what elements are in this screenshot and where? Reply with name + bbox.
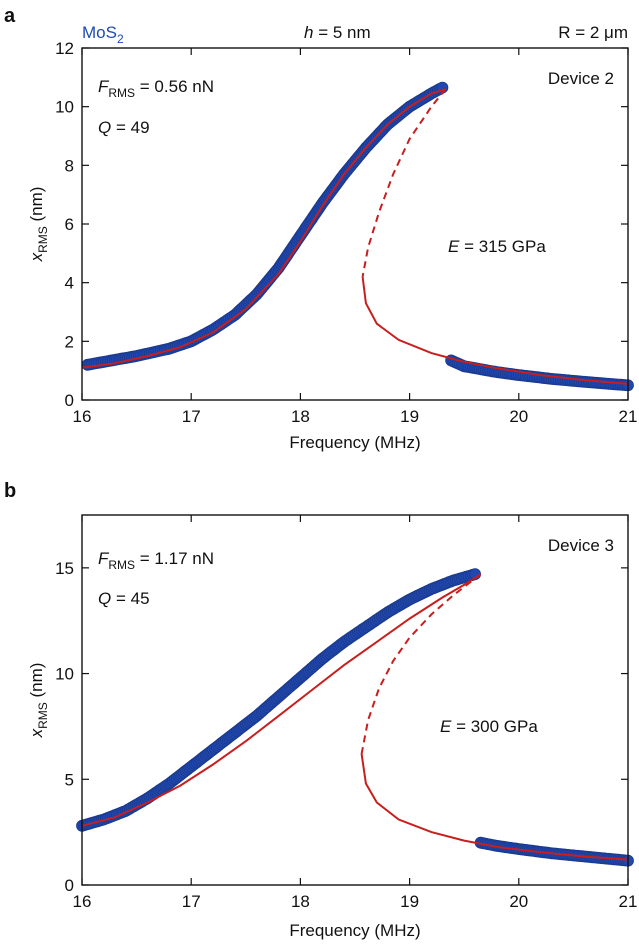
y-tick-label: 12 — [55, 39, 74, 58]
x-ticks-b: 16 17 18 19 20 21 — [73, 515, 638, 911]
y-tick-label: 0 — [65, 876, 74, 895]
measured-series-a — [81, 81, 634, 392]
x-tick-label: 16 — [73, 407, 92, 426]
force-annotation-a: FRMS = 0.56 nN — [98, 77, 214, 100]
x-tick-label: 18 — [291, 892, 310, 911]
y-tick-label: 10 — [55, 665, 74, 684]
plot-area-a — [81, 81, 634, 392]
fit-stable-upper-curve-a — [81, 88, 446, 369]
y-tick-label: 5 — [65, 770, 74, 789]
fit-stable-lower-curve-b — [360, 753, 629, 861]
force-annotation-b: FRMS = 1.17 nN — [98, 549, 214, 572]
x-ticks-a: 16 17 18 19 20 21 — [73, 48, 638, 426]
q-annotation-b: Q = 45 — [98, 589, 150, 608]
panel-letter-b: b — [4, 480, 16, 502]
x-axis-label-a: Frequency (MHz) — [289, 433, 420, 452]
y-tick-label: 2 — [65, 332, 74, 351]
fit-unstable-curve-a — [361, 88, 447, 277]
y-tick-label: 15 — [55, 559, 74, 578]
fit-unstable-curve-b — [360, 573, 482, 755]
y-tick-label: 8 — [65, 156, 74, 175]
thickness-label: h = 5 nm — [304, 23, 371, 42]
x-tick-label: 16 — [73, 892, 92, 911]
x-tick-label: 18 — [291, 407, 310, 426]
q-annotation-a: Q = 49 — [98, 118, 150, 137]
y-tick-label: 0 — [65, 391, 74, 410]
modulus-annotation-b: E = 300 GPa — [440, 717, 538, 736]
y-ticks-b: 0 5 10 15 — [55, 559, 628, 895]
x-tick-label: 17 — [182, 892, 201, 911]
y-tick-label: 10 — [55, 98, 74, 117]
material-label: MoS2 — [82, 23, 124, 46]
y-tick-label: 4 — [65, 274, 74, 293]
modulus-annotation-a: E = 315 GPa — [448, 237, 546, 256]
y-axis-label-b: xRMS (nm) — [27, 663, 50, 739]
panel-a: a MoS2 h = 5 nm R = 2 μm 16 17 18 19 20 21 0 2… — [4, 5, 637, 452]
x-tick-label: 17 — [182, 407, 201, 426]
y-tick-label: 6 — [65, 215, 74, 234]
x-axis-label-b: Frequency (MHz) — [289, 921, 420, 940]
x-tick-label: 20 — [509, 407, 528, 426]
plot-frame-b — [81, 514, 629, 886]
device-label-b: Device 3 — [548, 536, 614, 555]
fit-stable-upper-curve-b — [81, 573, 482, 827]
measured-series-b — [76, 568, 634, 867]
device-label-a: Device 2 — [548, 69, 614, 88]
x-tick-label: 21 — [619, 892, 638, 911]
plot-area-b — [76, 568, 634, 867]
x-tick-label: 20 — [509, 892, 528, 911]
panel-letter-a: a — [4, 5, 16, 27]
x-tick-label: 19 — [400, 892, 419, 911]
y-axis-label-a: xRMS (nm) — [27, 187, 50, 263]
y-ticks-a: 0 2 4 6 8 10 12 — [55, 39, 628, 410]
fit-stable-lower-curve-a — [361, 276, 629, 385]
x-tick-label: 21 — [619, 407, 638, 426]
x-tick-label: 19 — [400, 407, 419, 426]
radius-label: R = 2 μm — [558, 23, 628, 42]
panel-b: b 16 17 18 19 20 21 0 5 10 15 Frequency (MHz) xR… — [4, 480, 637, 940]
